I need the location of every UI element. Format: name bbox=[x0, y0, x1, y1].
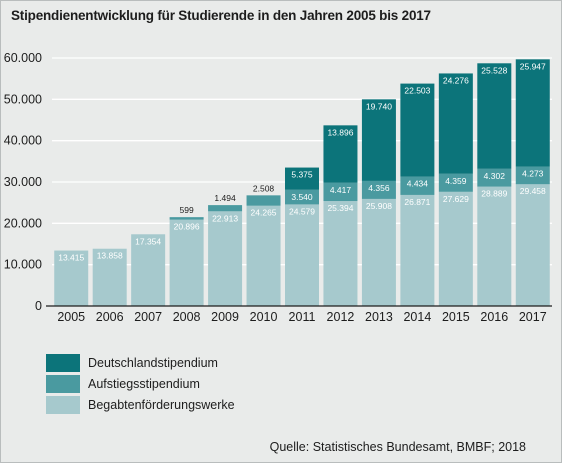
y-tick-label: 20.000 bbox=[4, 216, 42, 230]
bar-segment bbox=[400, 176, 435, 195]
x-tick-label: 2010 bbox=[250, 310, 278, 324]
data-label: 25.394 bbox=[327, 203, 353, 213]
bar-segment bbox=[361, 198, 396, 306]
bar-segment bbox=[323, 201, 358, 306]
bar-segment bbox=[438, 73, 473, 174]
y-tick-label: 60.000 bbox=[4, 51, 42, 65]
bar-segment bbox=[131, 234, 166, 306]
data-label: 24.265 bbox=[251, 208, 277, 218]
legend-swatch bbox=[46, 395, 80, 414]
source-note: Quelle: Statistisches Bundesamt, BMBF; 2… bbox=[269, 440, 526, 454]
data-label: 25.908 bbox=[366, 201, 392, 211]
x-tick-label: 2007 bbox=[134, 310, 162, 324]
x-tick-label: 2009 bbox=[211, 310, 239, 324]
bar-segment bbox=[515, 59, 550, 167]
bar-segment bbox=[92, 248, 127, 306]
x-tick-label: 2014 bbox=[403, 310, 431, 324]
y-tick-label: 50.000 bbox=[4, 92, 42, 106]
legend-label: Aufstiegsstipendium bbox=[88, 376, 200, 391]
x-tick-label: 2006 bbox=[96, 310, 124, 324]
bar-segment bbox=[285, 167, 319, 190]
legend-label: Deutschlandstipendium bbox=[88, 355, 218, 370]
data-label: 4.356 bbox=[368, 183, 390, 193]
x-tick-label: 2016 bbox=[480, 310, 508, 324]
bar-segment bbox=[515, 166, 550, 185]
bar-segment bbox=[400, 83, 435, 177]
bar-segment bbox=[400, 194, 435, 306]
y-tick-label: 40.000 bbox=[4, 134, 42, 148]
data-label: 4.359 bbox=[445, 176, 467, 186]
bar-segment bbox=[477, 63, 512, 169]
bar-segment bbox=[246, 195, 281, 206]
data-label: 17.354 bbox=[135, 236, 161, 246]
bar-segment bbox=[54, 250, 89, 306]
bar-segment bbox=[477, 168, 512, 187]
data-label: 4.302 bbox=[484, 171, 506, 181]
chart-title: Stipendienentwicklung für Studierende in… bbox=[11, 8, 431, 23]
data-label: 2.508 bbox=[253, 183, 275, 193]
y-tick-label: 30.000 bbox=[4, 175, 42, 189]
data-label: 13.415 bbox=[58, 253, 84, 263]
x-tick-label: 2008 bbox=[173, 310, 201, 324]
legend-item: Begabtenförderungswerke bbox=[46, 394, 235, 415]
data-label: 24.579 bbox=[289, 206, 315, 216]
stacked-bar-chart: 0 10.000 20.000 30.000 40.000 50.000 60.000 13.… bbox=[4, 51, 552, 324]
bar-segment bbox=[208, 211, 243, 306]
data-label: 13.858 bbox=[97, 251, 123, 261]
bar-segment bbox=[477, 186, 512, 306]
legend: Deutschlandstipendium Aufstiegsstipendium… bbox=[46, 352, 235, 415]
legend-item: Aufstiegsstipendium bbox=[46, 373, 235, 394]
legend-label: Begabtenförderungswerke bbox=[88, 397, 235, 412]
data-label: 25.947 bbox=[520, 61, 546, 71]
data-label: 5.375 bbox=[291, 170, 313, 180]
y-tick-label: 0 bbox=[35, 299, 42, 313]
bar-segment bbox=[285, 204, 319, 306]
bar-segment bbox=[323, 182, 358, 202]
bar-segment bbox=[438, 173, 473, 192]
data-label: 4.434 bbox=[407, 179, 429, 189]
x-tick-label: 2017 bbox=[519, 310, 547, 324]
data-label: 20.896 bbox=[174, 222, 200, 232]
x-tick-label: 2012 bbox=[327, 310, 355, 324]
data-label: 599 bbox=[180, 205, 194, 215]
data-label: 24.276 bbox=[443, 75, 469, 85]
data-label: 19.740 bbox=[366, 101, 392, 111]
y-tick-label: 10.000 bbox=[4, 258, 42, 272]
legend-swatch bbox=[46, 374, 80, 393]
x-tick-label: 2015 bbox=[442, 310, 470, 324]
data-label: 3.540 bbox=[291, 192, 313, 202]
data-label: 27.629 bbox=[443, 194, 469, 204]
data-label: 13.896 bbox=[327, 127, 353, 137]
bar-segment bbox=[208, 205, 243, 212]
bar-segment bbox=[361, 180, 396, 199]
data-label: 25.528 bbox=[481, 65, 507, 75]
legend-swatch bbox=[46, 353, 80, 372]
bar-segment bbox=[515, 184, 550, 306]
bar-segment bbox=[323, 125, 358, 183]
bar-segment bbox=[169, 217, 204, 220]
x-tick-label: 2011 bbox=[289, 310, 316, 324]
data-label: 22.503 bbox=[404, 86, 430, 96]
legend-item: Deutschlandstipendium bbox=[46, 352, 235, 373]
data-label: 4.417 bbox=[330, 185, 352, 195]
bar-segment bbox=[285, 189, 319, 205]
bar-segment bbox=[246, 205, 281, 306]
data-label: 1.494 bbox=[214, 193, 236, 203]
x-tick-label: 2013 bbox=[365, 310, 393, 324]
data-label: 4.273 bbox=[522, 169, 544, 179]
x-tick-label: 2005 bbox=[57, 310, 85, 324]
data-label: 22.913 bbox=[212, 213, 238, 223]
data-label: 29.458 bbox=[520, 186, 546, 196]
bar-segment bbox=[169, 219, 204, 306]
bar-segment bbox=[438, 191, 473, 306]
bar-segment bbox=[361, 99, 396, 181]
data-label: 26.871 bbox=[404, 197, 430, 207]
data-label: 28.889 bbox=[481, 189, 507, 199]
